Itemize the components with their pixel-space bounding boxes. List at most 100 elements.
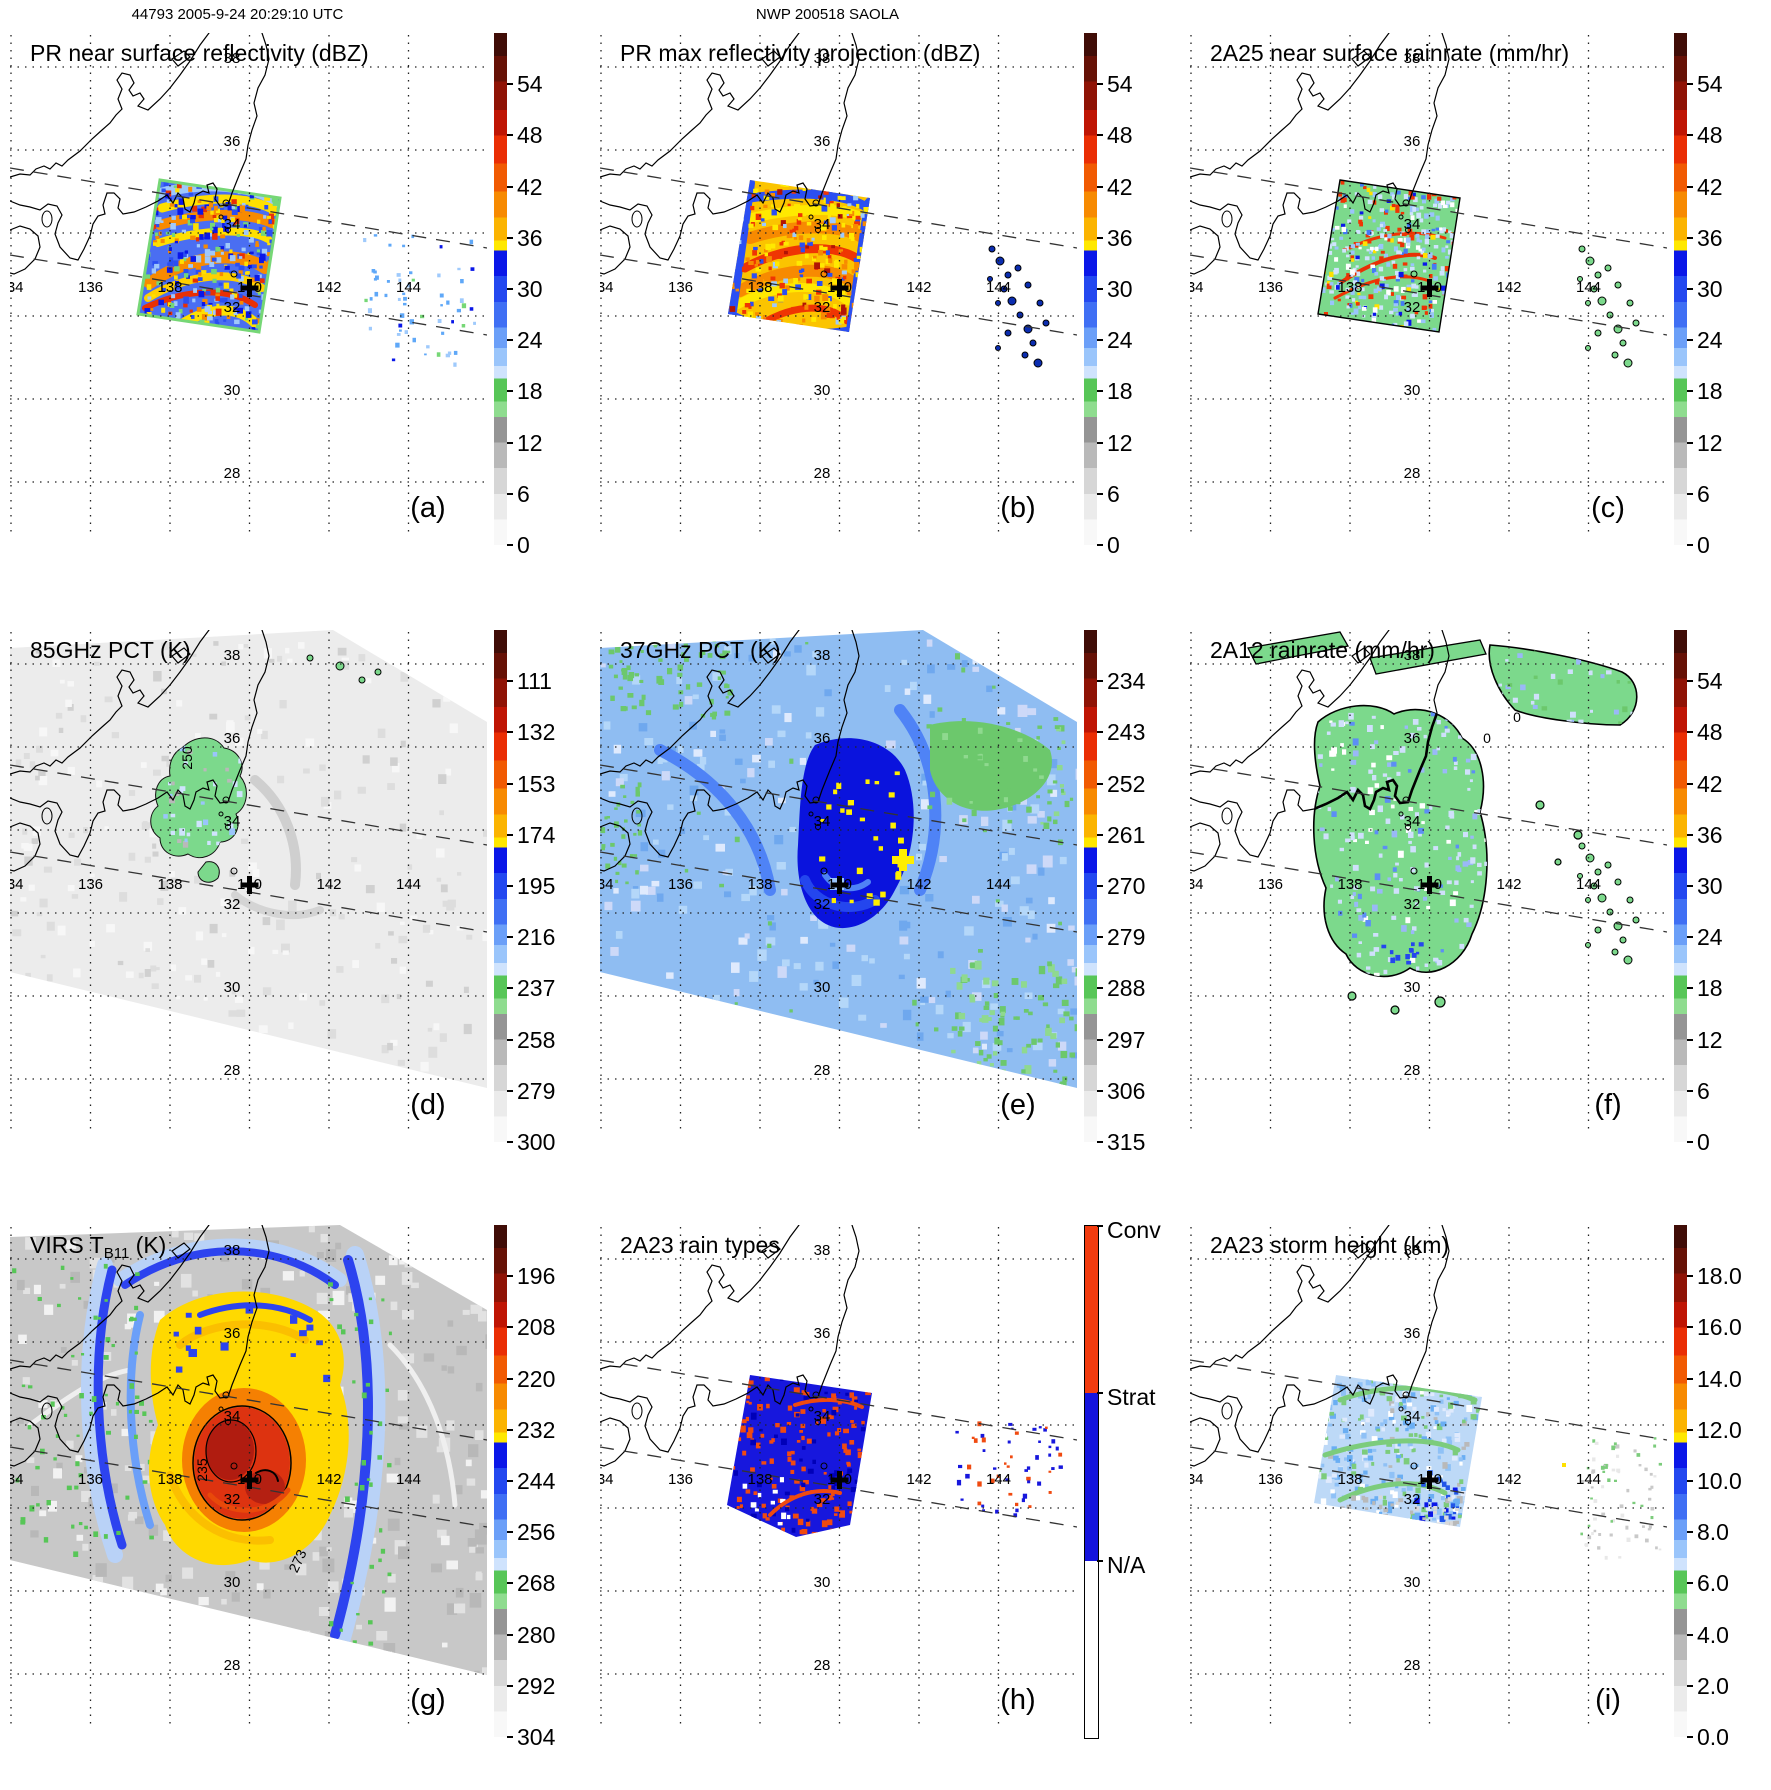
panel-b-cbar-tick bbox=[1097, 390, 1103, 392]
panel-a-cbar-label-0: 0 bbox=[517, 532, 530, 558]
lat-label-30: 30 bbox=[224, 979, 241, 996]
panel-d-cbar-tick bbox=[507, 1039, 513, 1041]
lon-label-142: 142 bbox=[316, 876, 341, 893]
panel-d-cbar-label-195: 195 bbox=[517, 873, 555, 899]
panel-c: 3836343230281341361381401421442A25 near … bbox=[1190, 33, 1771, 598]
panel-a-cbar-label-24: 24 bbox=[517, 327, 543, 353]
panel-i-cbar-tick bbox=[1687, 1378, 1693, 1380]
panel-f-cbar-tick bbox=[1687, 1090, 1693, 1092]
panel-g-letter: (g) bbox=[410, 1684, 445, 1716]
lon-label-136: 136 bbox=[78, 1471, 103, 1488]
panel-a-cbar-tick bbox=[507, 288, 513, 290]
panel-g-cbar-label-256: 256 bbox=[517, 1519, 555, 1545]
panel-g-cbar-tick bbox=[507, 1326, 513, 1328]
panel-f-cbar-label-0: 0 bbox=[1697, 1129, 1710, 1155]
lat-label-36: 36 bbox=[1404, 730, 1421, 747]
panel-h-map: 3836343230281341361381401421442A23 rain … bbox=[600, 1225, 1077, 1737]
lat-label-28: 28 bbox=[814, 1657, 831, 1674]
lon-label-144: 144 bbox=[986, 279, 1011, 296]
lon-label-142: 142 bbox=[316, 279, 341, 296]
lat-label-32: 32 bbox=[814, 1491, 831, 1508]
lon-label-136: 136 bbox=[1258, 1471, 1283, 1488]
lat-label-28: 28 bbox=[224, 465, 241, 482]
lon-label-138: 138 bbox=[157, 1471, 182, 1488]
lon-label-134: 134 bbox=[600, 279, 614, 296]
lat-label-36: 36 bbox=[224, 730, 241, 747]
lon-label-142: 142 bbox=[906, 1471, 931, 1488]
panel-c-cbar-label-12: 12 bbox=[1697, 430, 1723, 456]
panel-i: 3836343230281341361381401421442A23 storm… bbox=[1190, 1225, 1771, 1790]
panel-g-colorbar bbox=[494, 1225, 507, 1737]
panel-f-contour-label-1: 0 bbox=[1483, 730, 1491, 746]
lon-label-134: 134 bbox=[600, 1471, 614, 1488]
lat-label-32: 32 bbox=[1404, 299, 1421, 316]
panel-g-cbar-label-196: 196 bbox=[517, 1263, 555, 1289]
lon-label-138: 138 bbox=[747, 1471, 772, 1488]
lat-label-30: 30 bbox=[814, 1574, 831, 1591]
panel-f: 003836343230281341361381401421442A12 rai… bbox=[1190, 630, 1771, 1195]
panel-b-cbar-label-42: 42 bbox=[1107, 174, 1133, 200]
lat-label-32: 32 bbox=[224, 299, 241, 316]
panel-f-cbar-label-54: 54 bbox=[1697, 668, 1723, 694]
panel-a-cbar-tick bbox=[507, 83, 513, 85]
panel-d-cbar-label-237: 237 bbox=[517, 975, 555, 1001]
panel-d-cbar-label-174: 174 bbox=[517, 822, 555, 848]
panel-e-cbar-label-306: 306 bbox=[1107, 1078, 1145, 1104]
panel-d-cbar-tick bbox=[507, 987, 513, 989]
panel-g-cbar-tick bbox=[507, 1634, 513, 1636]
panel-c-cbar-tick bbox=[1687, 134, 1693, 136]
panel-f-title: 2A12 rainrate (mm/hr) bbox=[1210, 637, 1435, 663]
panel-d-cbar-tick bbox=[507, 936, 513, 938]
panel-f-cbar-tick bbox=[1687, 834, 1693, 836]
panel-f-cbar-tick bbox=[1687, 1039, 1693, 1041]
panel-i-cbar-label-18.0: 18.0 bbox=[1697, 1263, 1742, 1289]
panel-b-cbar-tick bbox=[1097, 442, 1103, 444]
panel-e-cbar-label-270: 270 bbox=[1107, 873, 1145, 899]
lat-label-36: 36 bbox=[814, 1325, 831, 1342]
panel-i-cbar-tick bbox=[1687, 1531, 1693, 1533]
panel-f-cbar-label-24: 24 bbox=[1697, 924, 1723, 950]
panel-f-cbar-label-48: 48 bbox=[1697, 719, 1723, 745]
panel-e-cbar-tick bbox=[1097, 680, 1103, 682]
panel-e-cbar-label-288: 288 bbox=[1107, 975, 1145, 1001]
lat-label-36: 36 bbox=[224, 1325, 241, 1342]
panel-g-title: VIRS TB11 (K) bbox=[30, 1232, 166, 1262]
panel-d-cbar-label-153: 153 bbox=[517, 771, 555, 797]
panel-c-cbar-label-30: 30 bbox=[1697, 276, 1723, 302]
lat-label-28: 28 bbox=[224, 1062, 241, 1079]
panel-i-cbar-label-14.0: 14.0 bbox=[1697, 1366, 1742, 1392]
panel-g-map: 235273383634323028134136138140142144VIRS… bbox=[10, 1225, 487, 1737]
panel-i-cbar-tick bbox=[1687, 1480, 1693, 1482]
lat-label-28: 28 bbox=[1404, 1657, 1421, 1674]
panel-b-cbar-tick bbox=[1097, 493, 1103, 495]
panel-a-cbar-tick bbox=[507, 186, 513, 188]
lon-label-134: 134 bbox=[10, 1471, 24, 1488]
lon-label-134: 134 bbox=[600, 876, 614, 893]
panel-e-cbar-label-279: 279 bbox=[1107, 924, 1145, 950]
panel-f-map: 003836343230281341361381401421442A12 rai… bbox=[1190, 630, 1667, 1142]
panel-d-letter: (d) bbox=[410, 1089, 445, 1121]
lat-label-34: 34 bbox=[814, 216, 831, 233]
panel-i-cbar-label-2.0: 2.0 bbox=[1697, 1673, 1729, 1699]
panel-f-cbar-tick bbox=[1687, 680, 1693, 682]
lon-label-138: 138 bbox=[1337, 279, 1362, 296]
panel-g-cbar-tick bbox=[507, 1378, 513, 1380]
panel-c-cbar-tick bbox=[1687, 544, 1693, 546]
panel-d-cbar-tick bbox=[507, 1141, 513, 1143]
header-orbit-timestamp: 44793 2005-9-24 20:29:10 UTC bbox=[10, 6, 465, 23]
panel-h-colorbar bbox=[1084, 1225, 1099, 1739]
lat-label-32: 32 bbox=[224, 1491, 241, 1508]
panel-c-cbar-label-36: 36 bbox=[1697, 225, 1723, 251]
lat-label-34: 34 bbox=[224, 216, 241, 233]
lon-label-142: 142 bbox=[906, 876, 931, 893]
header-storm-name: NWP 200518 SAOLA bbox=[600, 6, 1055, 23]
panel-c-colorbar bbox=[1674, 33, 1687, 545]
panel-e-cbar-label-252: 252 bbox=[1107, 771, 1145, 797]
panel-d-contour-label-0: 250 bbox=[179, 746, 195, 770]
panel-c-cbar-label-42: 42 bbox=[1697, 174, 1723, 200]
lat-label-36: 36 bbox=[814, 730, 831, 747]
lon-label-138: 138 bbox=[747, 876, 772, 893]
panel-f-cbar-label-18: 18 bbox=[1697, 975, 1723, 1001]
panel-f-letter: (f) bbox=[1594, 1089, 1621, 1121]
panel-e-cbar-tick bbox=[1097, 1090, 1103, 1092]
